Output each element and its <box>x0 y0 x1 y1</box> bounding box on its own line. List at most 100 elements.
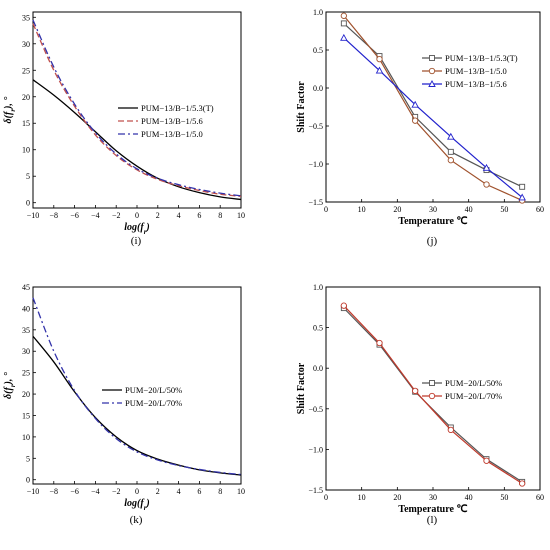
legend-entry: PUM−20/L/50% <box>125 385 182 395</box>
y-tick-label: 45 <box>22 283 30 292</box>
series-line <box>32 23 242 197</box>
y-axis-label-main: δ(f <box>3 110 14 123</box>
data-point <box>375 66 384 74</box>
y-tick-label: 0.0 <box>313 84 323 93</box>
x-tick-label: 50 <box>500 205 508 214</box>
chart-i: −10 −8 −6 −4 −2 0 2 4 6 8 1005101520253035log(fr)δ… <box>3 11 245 247</box>
x-tick-label: −10 <box>27 487 40 496</box>
x-tick-label: 0 <box>324 493 328 502</box>
y-tick-label: 0.0 <box>313 364 323 373</box>
series-line <box>343 37 523 198</box>
legend-entry: PUM−13/B−1/5.6 <box>141 116 203 126</box>
x-tick-label: 0 <box>135 487 139 496</box>
y-tick-label: −1.5 <box>308 486 323 495</box>
x-axis-label-tail: ) <box>145 222 149 233</box>
x-tick-label: 40 <box>465 205 473 214</box>
series-0 <box>32 79 242 201</box>
chart-j: 0 10 20 30 40 50 60 1.0 0.5 0.0 −0.5 −1.0 −1.5 Temper… <box>296 8 544 247</box>
x-tick-label: −8 <box>50 211 59 220</box>
y-tick-label: 0 <box>26 199 30 208</box>
y-axis-label-main: δ(f <box>3 385 14 398</box>
x-tick-label: 0 <box>135 211 139 220</box>
x-tick-label: 50 <box>500 493 508 502</box>
legend: PUM−13/B−1/5.3(T) PUM−13/B−1/5.0 PUM−13/B−… <box>422 53 518 89</box>
x-tick-label: 6 <box>197 211 201 220</box>
plot-frame <box>325 11 541 203</box>
y-tick-label: 5 <box>26 454 30 463</box>
x-tick-label: 4 <box>177 211 181 220</box>
y-tick-label: 10 <box>22 433 30 442</box>
data-point <box>340 20 347 27</box>
x-tick-label: −4 <box>91 211 100 220</box>
x-tick-label: 4 <box>177 487 181 496</box>
data-point <box>447 157 454 164</box>
legend: PUM−20/L/50% PUM−20/L/70% <box>102 385 182 408</box>
legend-entry: PUM−13/B−1/5.0 <box>141 129 203 139</box>
legend-entry: PUM−13/B−1/5.0 <box>445 66 507 76</box>
y-tick-label: 40 <box>22 304 30 313</box>
panel-caption: (j) <box>427 235 438 247</box>
data-point <box>340 302 347 309</box>
series-1 <box>340 302 526 487</box>
legend-entry: PUM−20/L/70% <box>445 391 502 401</box>
chart-k: −10 −8 −6 −4 −2 0 2 4 6 8 10 0 5 10 15 20 25 30 35 40 45 log(… <box>3 283 245 526</box>
panel-caption: (l) <box>427 514 438 526</box>
y-tick-label: 0 <box>26 476 30 485</box>
y-axis-label: δ(fr), ° <box>3 97 17 124</box>
legend-marker <box>429 380 435 386</box>
y-tick-label: 0.5 <box>313 324 323 333</box>
x-tick-label: 8 <box>218 487 222 496</box>
y-tick-label: 15 <box>22 411 30 420</box>
y-tick-label: 25 <box>22 369 30 378</box>
data-point <box>412 117 419 124</box>
legend-entry: PUM−13/B−1/5.3(T) <box>445 53 518 63</box>
y-tick-label: −0.5 <box>308 122 323 131</box>
x-tick-label: −4 <box>91 487 100 496</box>
series-line <box>32 297 242 476</box>
series-2 <box>340 33 526 201</box>
legend-marker <box>428 80 436 87</box>
y-tick-label: −1.0 <box>308 160 323 169</box>
y-tick-label: 0.5 <box>313 46 323 55</box>
y-axis-label-tail: ), ° <box>3 372 14 385</box>
series-line <box>343 15 523 202</box>
x-tick-label: 20 <box>393 205 401 214</box>
x-tick-label: 10 <box>237 211 245 220</box>
plot-frame <box>325 286 541 491</box>
chart-l: 0 10 20 30 40 50 60 1.0 0.5 0.0 −0.5 −1.0 −1.5 Temper… <box>296 283 544 526</box>
data-point <box>519 480 526 487</box>
y-tick-label: 1.0 <box>313 283 323 292</box>
y-tick-label: 15 <box>22 119 30 128</box>
series-line <box>32 79 242 201</box>
x-tick-label: 30 <box>429 205 437 214</box>
y-tick-label: 25 <box>22 66 30 75</box>
data-point <box>340 33 348 41</box>
y-tick-label: −1.0 <box>308 445 323 454</box>
y-tick-label: 30 <box>22 40 30 49</box>
y-tick-label: 1.0 <box>313 8 323 17</box>
data-point <box>412 387 419 395</box>
data-point <box>482 163 491 171</box>
y-tick-label: −0.5 <box>308 405 323 414</box>
x-axis-label: log(fr) <box>124 222 150 236</box>
x-tick-label: 10 <box>237 487 245 496</box>
x-axis-label-main: log(f <box>124 498 145 509</box>
x-axis-label-tail: ) <box>145 498 149 509</box>
y-tick-label: 30 <box>22 347 30 356</box>
legend-entry: PUM−13/B−1/5.6 <box>445 79 507 89</box>
y-axis-label-sub: r <box>9 109 17 112</box>
y-tick-label: 20 <box>22 93 30 102</box>
data-point <box>519 183 526 190</box>
x-tick-label: 30 <box>429 493 437 502</box>
legend: PUM−20/L/50% PUM−20/L/70% <box>422 378 502 401</box>
x-tick-label: 20 <box>393 493 401 502</box>
series-line <box>343 305 523 485</box>
legend-entry: PUM−20/L/50% <box>445 378 502 388</box>
y-tick-label: 5 <box>26 172 30 181</box>
y-tick-label: −1.5 <box>308 198 323 207</box>
y-tick-label: 20 <box>22 390 30 399</box>
y-axis-label: δ(fr), ° <box>3 372 17 399</box>
y-axis-label-sub: r <box>9 384 17 387</box>
data-point <box>411 100 419 108</box>
y-axis-label: Shift Factor <box>296 81 307 133</box>
